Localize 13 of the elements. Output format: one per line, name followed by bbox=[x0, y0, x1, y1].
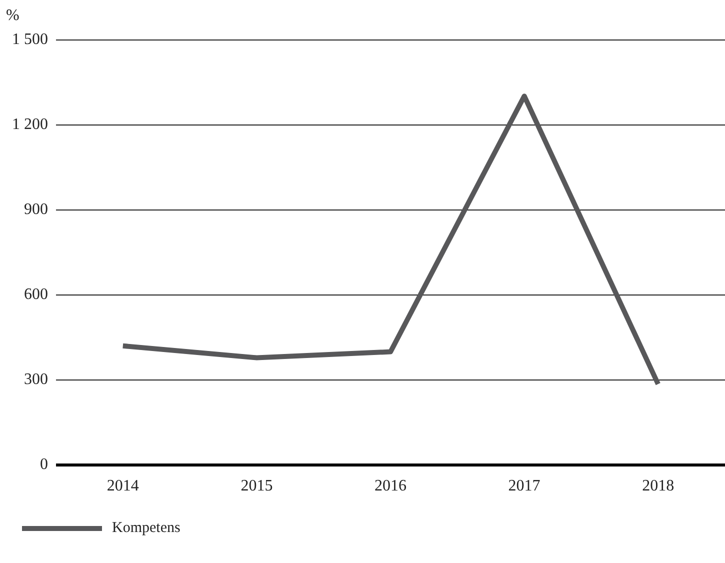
x-tick-label: 2017 bbox=[508, 478, 540, 495]
text: Kompetens bbox=[112, 520, 180, 537]
y-tick-label: 900 bbox=[24, 201, 48, 218]
y-tick-label: 0 bbox=[40, 456, 48, 474]
y-tick-label: 1 500 bbox=[12, 31, 48, 48]
x-tick-label: 2016 bbox=[374, 478, 406, 495]
y-tick-label: 600 bbox=[24, 286, 48, 304]
x-tick-label: 2015 bbox=[240, 478, 273, 495]
y-tick-label: 1 200 bbox=[12, 116, 48, 134]
y-tick-label: 300 bbox=[24, 371, 48, 388]
x-tick-label: 2018 bbox=[642, 478, 674, 495]
y-axis-title: % bbox=[6, 7, 20, 24]
x-tick-label: 2014 bbox=[106, 478, 139, 495]
